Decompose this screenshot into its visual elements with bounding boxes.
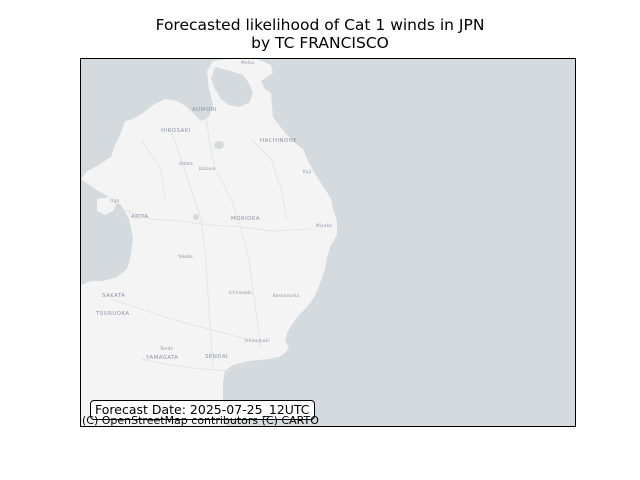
label-ishinomaki: Ishinomaki bbox=[245, 338, 270, 343]
map-attribution: (C) OpenStreetMap contributors (C) CARTO bbox=[82, 414, 319, 427]
label-tsuruoka: TSURUOKA bbox=[95, 311, 130, 317]
label-kuji: Kuji bbox=[303, 169, 311, 174]
land-tohoku bbox=[81, 59, 337, 426]
lake-towada bbox=[214, 141, 224, 149]
label-yokote: Yokote bbox=[177, 254, 193, 259]
label-miyako: Miyako bbox=[316, 223, 332, 228]
lake-tazawa bbox=[193, 214, 199, 220]
label-kazuno: Kazuno bbox=[199, 166, 216, 171]
map-frame[interactable]: Mutsu AOMORI HIROSAKI HACHINOHE Odate Ka… bbox=[80, 58, 576, 427]
label-aomori: AOMORI bbox=[192, 107, 217, 113]
label-akita: AKITA bbox=[131, 214, 149, 220]
title-line-1: Forecasted likelihood of Cat 1 winds in … bbox=[155, 16, 485, 34]
akita-coast-sea bbox=[81, 179, 133, 285]
label-oga: Oga bbox=[110, 198, 119, 203]
label-sakata: SAKATA bbox=[102, 293, 125, 299]
road-network bbox=[110, 108, 312, 372]
label-yamagata: YAMAGATA bbox=[145, 355, 179, 361]
label-morioka: MORIOKA bbox=[231, 216, 260, 222]
oga-peninsula bbox=[97, 197, 117, 215]
label-odate: Odate bbox=[179, 161, 193, 166]
mutsu-bay bbox=[211, 67, 253, 107]
label-tendo: Tendo bbox=[159, 346, 174, 351]
label-sendai: SENDAI bbox=[205, 354, 228, 360]
basemap: Mutsu AOMORI HIROSAKI HACHINOHE Odate Ka… bbox=[81, 59, 575, 426]
chart-title: Forecasted likelihood of Cat 1 winds in … bbox=[0, 16, 640, 52]
forecast-date-box: Forecast Date: 2025-07-25_12UTC bbox=[90, 400, 315, 420]
label-ichinoseki: Ichinoseki bbox=[229, 290, 252, 295]
label-hachinohe: HACHINOHE bbox=[260, 138, 297, 144]
title-line-2: by TC FRANCISCO bbox=[251, 34, 389, 52]
label-hirosaki: HIROSAKI bbox=[161, 128, 191, 134]
label-mutsu: Mutsu bbox=[241, 60, 255, 65]
label-kesennuma: Kesennuma bbox=[273, 293, 300, 298]
